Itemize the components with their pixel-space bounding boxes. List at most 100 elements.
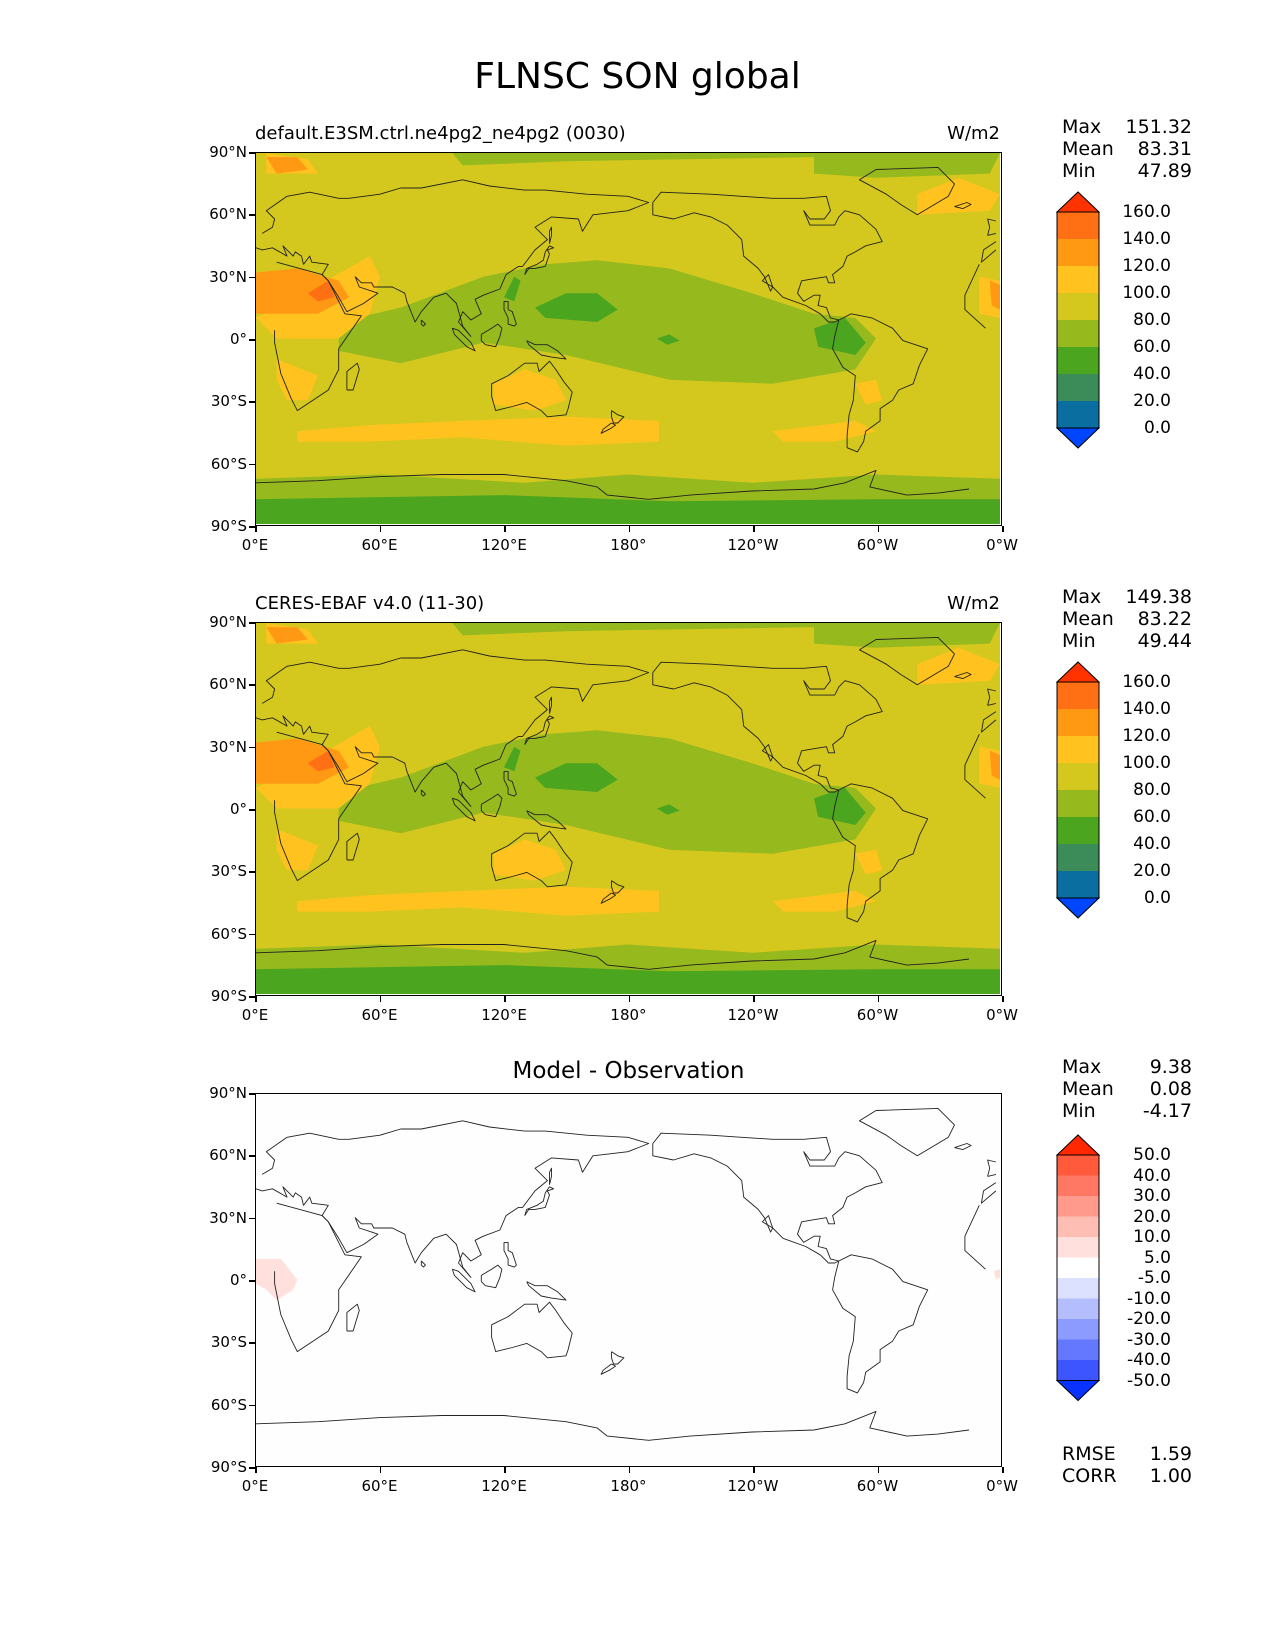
panel2-map: [255, 622, 1002, 996]
colorbar-bar: [1055, 191, 1101, 449]
lat-tick-label: 30°N: [209, 267, 247, 286]
colorbar-tick-label: 10.0: [1133, 1227, 1171, 1247]
stat-name: CORR: [1062, 1465, 1117, 1487]
stat-value: 49.44: [1137, 630, 1192, 652]
lon-tick-mark: [628, 1467, 630, 1473]
lon-tick-mark: [504, 996, 506, 1002]
colorbar-tick-label: -10.0: [1127, 1288, 1171, 1309]
lon-tick-label: 60°W: [856, 536, 899, 554]
panel1-units: W/m2: [947, 123, 1000, 144]
stat-row: Min 47.89: [1062, 160, 1192, 182]
lon-tick-mark: [877, 1467, 879, 1473]
stat-name: Min: [1062, 630, 1096, 652]
colorbar-tick-label: 120.0: [1122, 726, 1171, 746]
lon-tick-label: 120°E: [481, 1477, 527, 1495]
lon-tick-label: 60°E: [361, 1006, 398, 1024]
stat-name: RMSE: [1062, 1443, 1116, 1465]
colorbar-tick-label: 0.0: [1143, 418, 1171, 438]
colorbar-tick-label: -30.0: [1127, 1329, 1171, 1350]
lon-tick-mark: [753, 1467, 755, 1473]
stat-row: Min 49.44: [1062, 630, 1192, 652]
lat-tick-mark: [249, 401, 255, 403]
lat-tick-mark: [249, 1093, 255, 1095]
colorbar-tick-label: 140.0: [1122, 229, 1171, 249]
stat-value: 1.00: [1149, 1465, 1192, 1487]
stat-value: 9.38: [1149, 1056, 1192, 1078]
metric-row: CORR 1.00: [1062, 1465, 1192, 1487]
stat-name: Min: [1062, 1100, 1096, 1122]
lon-tick-label: 120°W: [727, 536, 779, 554]
colorbar-tick-label: -50.0: [1127, 1370, 1171, 1391]
colorbar-tick-label: -40.0: [1127, 1350, 1171, 1370]
lon-tick-mark: [255, 996, 257, 1002]
lon-tick-label: 0°W: [986, 1006, 1018, 1024]
lat-tick-label: 90°N: [209, 143, 247, 161]
lat-tick-mark: [249, 214, 255, 216]
colorbar-tick-label: 40.0: [1133, 834, 1171, 854]
lat-tick-mark: [249, 526, 255, 528]
panel3-metrics: RMSE 1.59 CORR 1.00: [1062, 1443, 1192, 1487]
panel3-title: Model - Observation: [512, 1058, 745, 1084]
lon-tick-label: 0°W: [986, 536, 1018, 554]
lat-tick-mark: [249, 1467, 255, 1469]
colorbar-tick-label: 120.0: [1122, 256, 1171, 276]
lon-tick-mark: [379, 1467, 381, 1473]
lat-tick-label: 60°S: [210, 1395, 247, 1414]
lon-tick-mark: [1002, 526, 1004, 532]
lat-tick-mark: [249, 152, 255, 154]
stat-value: -4.17: [1142, 1100, 1192, 1122]
panel3-stats: Max 9.38 Mean 0.08 Min -4.17: [1062, 1056, 1192, 1122]
lon-tick-label: 0°E: [241, 1006, 269, 1024]
lon-tick-mark: [753, 526, 755, 532]
lat-tick-mark: [249, 1155, 255, 1157]
panel1-stats: Max 151.32 Mean 83.31 Min 47.89: [1062, 116, 1192, 182]
lat-tick-label: 30°S: [210, 862, 247, 881]
lon-tick-label: 60°E: [361, 1477, 398, 1495]
lat-tick-mark: [249, 746, 255, 749]
lat-tick-label: 0°: [229, 800, 247, 818]
map-field: [256, 153, 1000, 524]
stat-value: 151.32: [1125, 116, 1192, 138]
lon-tick-mark: [628, 526, 630, 532]
stat-name: Min: [1062, 160, 1096, 182]
lat-tick-label: 60°S: [210, 924, 247, 943]
panel2-title: CERES-EBAF v4.0 (11-30): [255, 593, 485, 614]
lat-tick-label: 60°N: [209, 1146, 247, 1165]
lat-tick-label: 90°S: [210, 517, 247, 535]
lat-tick-label: 0°: [229, 330, 247, 348]
colorbar-tick-label: 160.0: [1122, 202, 1171, 222]
stat-value: 83.31: [1137, 138, 1192, 160]
colorbar-tick-label: 20.0: [1133, 1206, 1171, 1227]
lon-tick-mark: [1002, 996, 1004, 1002]
stat-name: Max: [1062, 1056, 1102, 1078]
stat-value: 0.08: [1149, 1078, 1192, 1100]
stat-value: 149.38: [1125, 586, 1192, 608]
lat-tick-mark: [249, 996, 255, 998]
colorbar-tick-label: 160.0: [1122, 672, 1171, 692]
panel1-map: [255, 152, 1002, 526]
stat-row: Mean 83.31: [1062, 138, 1192, 160]
lon-tick-label: 60°E: [361, 536, 398, 554]
lon-tick-label: 60°W: [856, 1006, 899, 1024]
lat-tick-mark: [249, 1217, 255, 1220]
colorbar-tick-label: 60.0: [1133, 807, 1171, 827]
lat-tick-mark: [249, 684, 255, 686]
stat-value: 83.22: [1137, 608, 1192, 630]
lon-tick-mark: [379, 526, 381, 532]
lon-tick-mark: [1002, 1467, 1004, 1473]
lat-tick-label: 30°N: [209, 737, 247, 756]
stat-name: Max: [1062, 116, 1102, 138]
lat-tick-mark: [249, 933, 255, 936]
stat-value: 47.89: [1137, 160, 1192, 182]
lat-tick-mark: [249, 622, 255, 624]
colorbar-tick-label: 30.0: [1133, 1186, 1171, 1206]
colorbar-tick-label: 5.0: [1143, 1247, 1171, 1268]
stat-row: Max 9.38: [1062, 1056, 1192, 1078]
stat-row: Mean 83.22: [1062, 608, 1192, 630]
lon-tick-label: 120°W: [727, 1006, 779, 1024]
panel2-stats: Max 149.38 Mean 83.22 Min 49.44: [1062, 586, 1192, 652]
figure-title: FLNSC SON global: [474, 56, 801, 97]
colorbar-tick-label: 20.0: [1133, 391, 1171, 411]
colorbar-tick-label: 100.0: [1122, 753, 1171, 773]
lat-tick-label: 90°N: [209, 613, 247, 631]
